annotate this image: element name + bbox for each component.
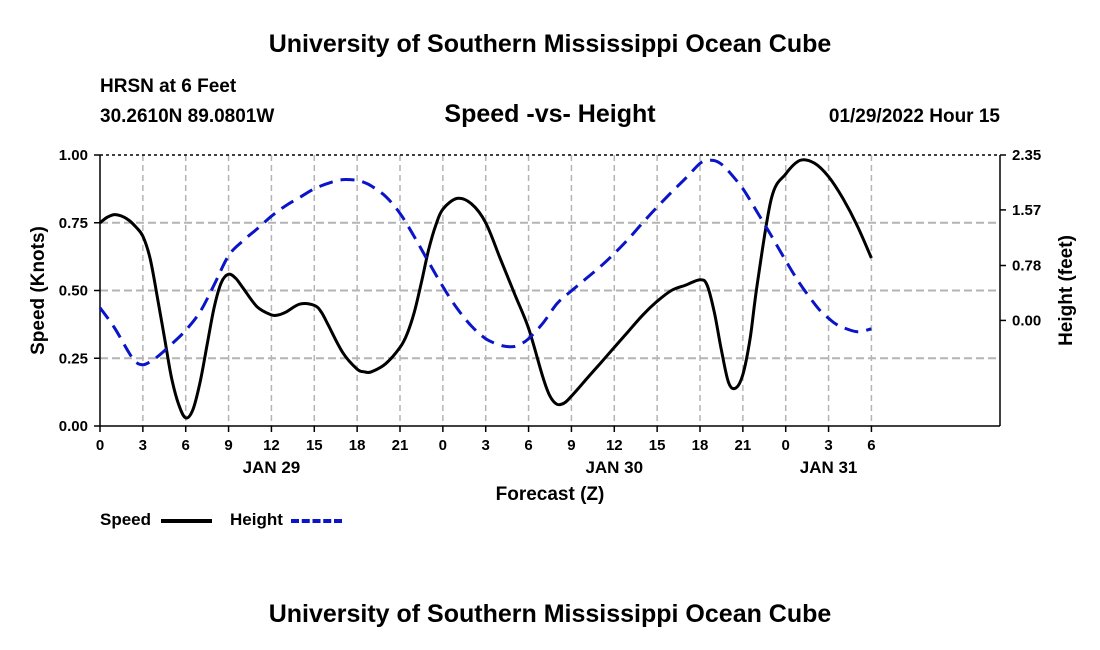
legend-height-label: Height [230,510,283,529]
x-tick-label: 6 [524,437,532,454]
x-tick-label: 21 [735,437,752,454]
x-tick-label: 12 [263,437,280,454]
y-left-axis-title: Speed (Knots) [28,226,49,355]
forecast-datetime: 01/29/2022 Hour 15 [828,106,1000,127]
y-right-tick-label: 0.00 [1012,312,1041,329]
x-tick-label: 12 [606,437,623,454]
x-tick-label: 9 [567,437,575,454]
date-label: JAN 30 [585,458,643,477]
x-tick-label: 18 [692,437,709,454]
x-tick-label: 21 [392,437,409,454]
y-left-tick-label: 1.00 [59,147,88,164]
x-tick-label: 6 [182,437,190,454]
x-tick-label: 15 [649,437,666,454]
station-label: HRSN at 6 Feet [100,76,237,97]
y-left-tick-label: 0.50 [59,283,88,300]
y-left-tick-label: 0.00 [59,418,88,435]
x-tick-label: 18 [349,437,366,454]
x-tick-label: 0 [96,437,104,454]
date-label: JAN 29 [243,458,301,477]
station-coordinates: 30.2610N 89.0801W [100,106,275,127]
date-label: JAN 31 [800,458,858,477]
y-right-tick-label: 2.35 [1012,147,1041,164]
x-tick-label: 0 [439,437,447,454]
y-right-axis-title: Height (feet) [1056,235,1077,346]
x-tick-label: 15 [306,437,323,454]
x-tick-label: 6 [867,437,875,454]
footer-title: University of Southern Mississippi Ocean… [268,600,832,628]
legend-speed-label: Speed [100,510,152,529]
page-title: University of Southern Mississippi Ocean… [268,30,832,58]
y-right-tick-label: 1.57 [1012,202,1041,219]
chart-subtitle: Speed -vs- Height [444,100,656,128]
x-axis-title: Forecast (Z) [496,484,605,505]
y-left-tick-label: 0.75 [59,215,88,232]
legend-speed-swatch [161,519,212,523]
x-tick-label: 0 [782,437,790,454]
legend-height-swatch [291,519,342,523]
y-right-tick-label: 0.78 [1012,258,1041,275]
series-line-height [98,158,872,367]
y-left-tick-label: 0.25 [59,350,88,367]
x-tick-label: 3 [482,437,490,454]
series-line-speed [99,158,873,420]
x-tick-label: 3 [139,437,147,454]
x-tick-label: 3 [824,437,832,454]
x-tick-label: 9 [224,437,232,454]
